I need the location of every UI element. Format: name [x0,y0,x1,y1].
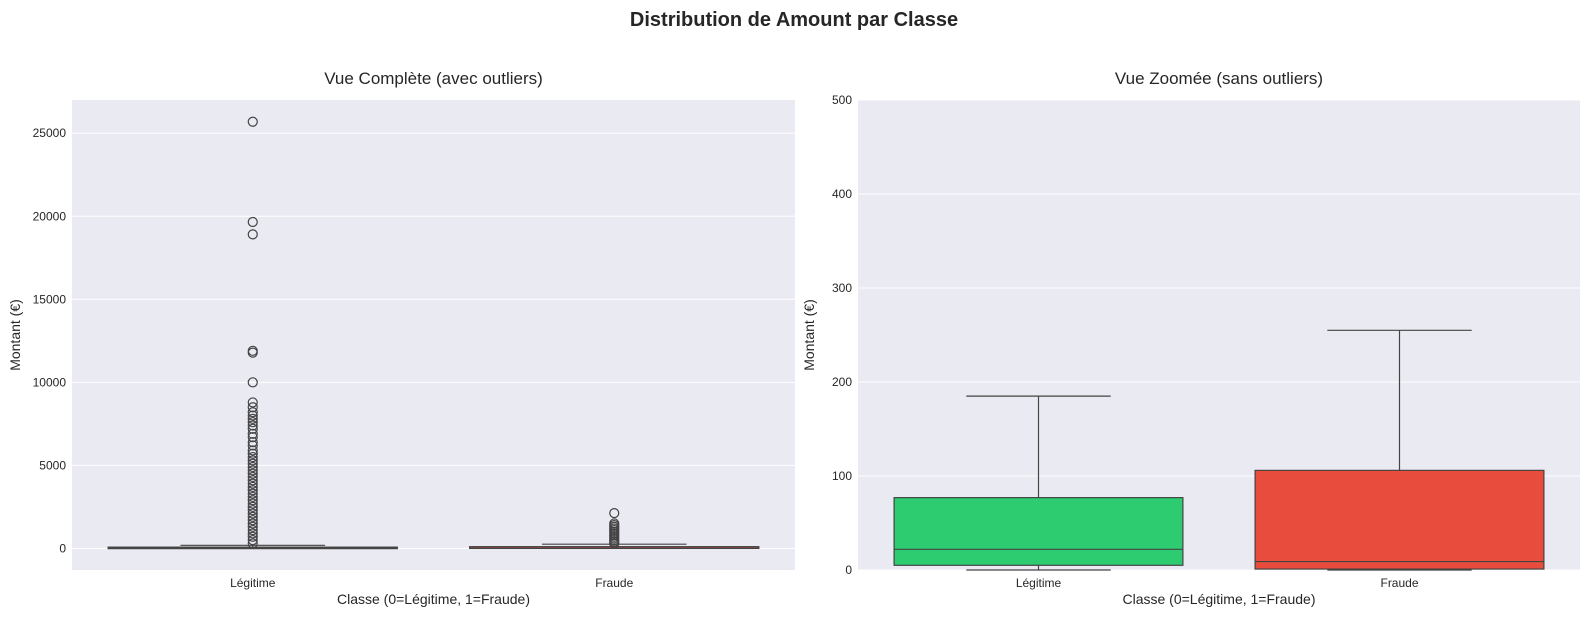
outlier-point [247,525,258,536]
outlier-point [247,428,258,439]
outlier-point [247,407,258,418]
outlier-point [247,402,258,413]
outlier-point [247,488,258,499]
outlier-point [247,505,258,516]
y-tick-label: 20000 [33,209,67,223]
outlier-point [247,423,258,434]
outlier-point [247,116,258,127]
subplot-title: Vue Zoomée (sans outliers) [1115,69,1323,88]
x-tick-label: Fraude [595,576,633,590]
y-tick-label: 15000 [33,292,67,306]
outlier-point [247,445,258,456]
figure-suptitle: Distribution de Amount par Classe [630,9,958,31]
outlier-point [247,440,258,451]
y-axis-label: Montant (€) [7,299,23,371]
outlier-point [247,451,258,463]
y-tick-label: 400 [832,187,852,201]
outlier-point [247,515,258,526]
y-tick-label: 100 [832,469,852,483]
outlier-point [247,475,258,486]
outlier-point [609,538,620,549]
outlier-point [247,216,258,228]
outlier-point [247,420,258,431]
outlier-point [247,485,258,496]
x-tick-label: Légitime [1016,576,1062,590]
y-axis-label: Montant (€) [801,299,817,371]
outlier-point [247,531,258,542]
outlier-point [247,498,258,509]
y-tick-label: 500 [832,93,852,107]
y-tick-label: 5000 [39,458,66,472]
outlier-point [247,229,258,240]
outlier-point [247,397,258,408]
outlier-point [247,377,258,388]
panel-full-view: 0 5000 10000 15000 20000 25000 Légitime Fraude V… [7,69,795,607]
outlier-point [247,511,258,522]
outlier-point [247,432,258,443]
subplot-title: Vue Complète (avec outliers) [324,69,543,88]
y-tick-label: 10000 [33,375,67,389]
outlier-point [247,538,258,549]
x-tick-label: Légitime [230,576,276,590]
outlier-point [247,413,258,424]
outlier-point [247,410,258,421]
outlier-point [247,501,258,512]
outlier-point [247,518,258,529]
x-axis-label: Classe (0=Légitime, 1=Fraude) [1123,591,1316,607]
outlier-point [247,437,258,448]
outlier-point [247,478,258,489]
outlier-point [247,461,258,473]
outlier-point [247,491,258,503]
outlier-point [247,481,258,493]
y-tick-label: 25000 [33,126,67,140]
outlier-point [247,347,258,358]
outlier-point [247,448,258,459]
box-legitime [893,497,1184,566]
outlier-point [247,508,258,519]
y-tick-label: 0 [59,541,66,555]
outlier-point [247,528,258,539]
outlier-point [247,417,258,428]
outlier-point [247,471,258,483]
outlier-point [247,465,258,476]
y-tick-label: 0 [845,563,852,577]
panel-zoomed-view: 0 100 200 300 400 500 Légitime Fraude Vue Zoomée… [801,69,1580,607]
box-fraude [1254,469,1545,570]
x-tick-label: Fraude [1380,576,1418,590]
outlier-point [247,455,258,466]
plot-area [72,100,795,570]
outlier-point [247,535,258,546]
outlier-point [247,521,258,532]
y-tick-label: 300 [832,281,852,295]
y-tick-label: 200 [832,375,852,389]
outlier-point [609,508,620,519]
outlier-point [247,468,258,479]
outlier-point [247,495,258,506]
x-axis-label: Classe (0=Légitime, 1=Fraude) [337,591,530,607]
outlier-point [247,458,258,469]
